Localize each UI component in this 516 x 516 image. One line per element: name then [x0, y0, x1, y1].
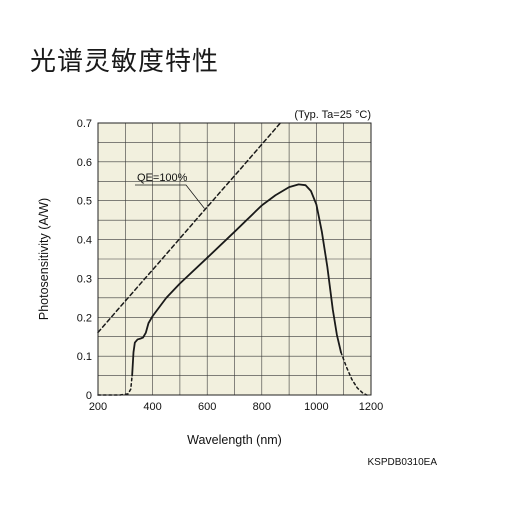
- y-tick-label: 0.7: [77, 118, 92, 130]
- photosensitivity-curve-extrapolated: [340, 351, 368, 396]
- photosensitivity-curve-extrapolated: [97, 374, 133, 396]
- y-tick-label: 0.2: [77, 312, 92, 324]
- qe-annotation-leader: [135, 184, 205, 209]
- qe-annotation-label: QE=100%: [137, 172, 188, 184]
- plot-frame: [97, 122, 372, 396]
- y-axis-title: Photosensitivity (A/W): [37, 198, 51, 320]
- x-tick-label: 400: [143, 401, 161, 413]
- y-tick-label: 0: [86, 390, 92, 402]
- series-group: [97, 122, 368, 396]
- qe-100-line: [97, 122, 282, 334]
- x-tick-labels: 200 400 600 800 1000 1200: [89, 401, 383, 413]
- document-code: KSPDB0310EA: [368, 457, 438, 468]
- photosensitivity-curve: [131, 183, 342, 377]
- x-tick-label: 1200: [359, 401, 383, 413]
- annotation-group: QE=100%: [135, 172, 205, 209]
- x-tick-label: 200: [89, 401, 107, 413]
- y-tick-label: 0.3: [77, 273, 92, 285]
- y-tick-labels: 0 0.1 0.2 0.3 0.4 0.5 0.6 0.7: [77, 118, 92, 402]
- x-tick-label: 800: [253, 401, 271, 413]
- y-tick-label: 0.5: [77, 196, 92, 208]
- condition-label: (Typ. Ta=25 °C): [294, 109, 371, 121]
- y-tick-label: 0.1: [77, 351, 92, 363]
- y-tick-label: 0.6: [77, 157, 92, 169]
- page-title: 光谱灵敏度特性: [30, 47, 220, 77]
- x-axis-title: Wavelength (nm): [187, 433, 282, 447]
- y-tick-label: 0.4: [77, 235, 92, 247]
- x-tick-label: 1000: [304, 401, 328, 413]
- x-tick-label: 600: [198, 401, 216, 413]
